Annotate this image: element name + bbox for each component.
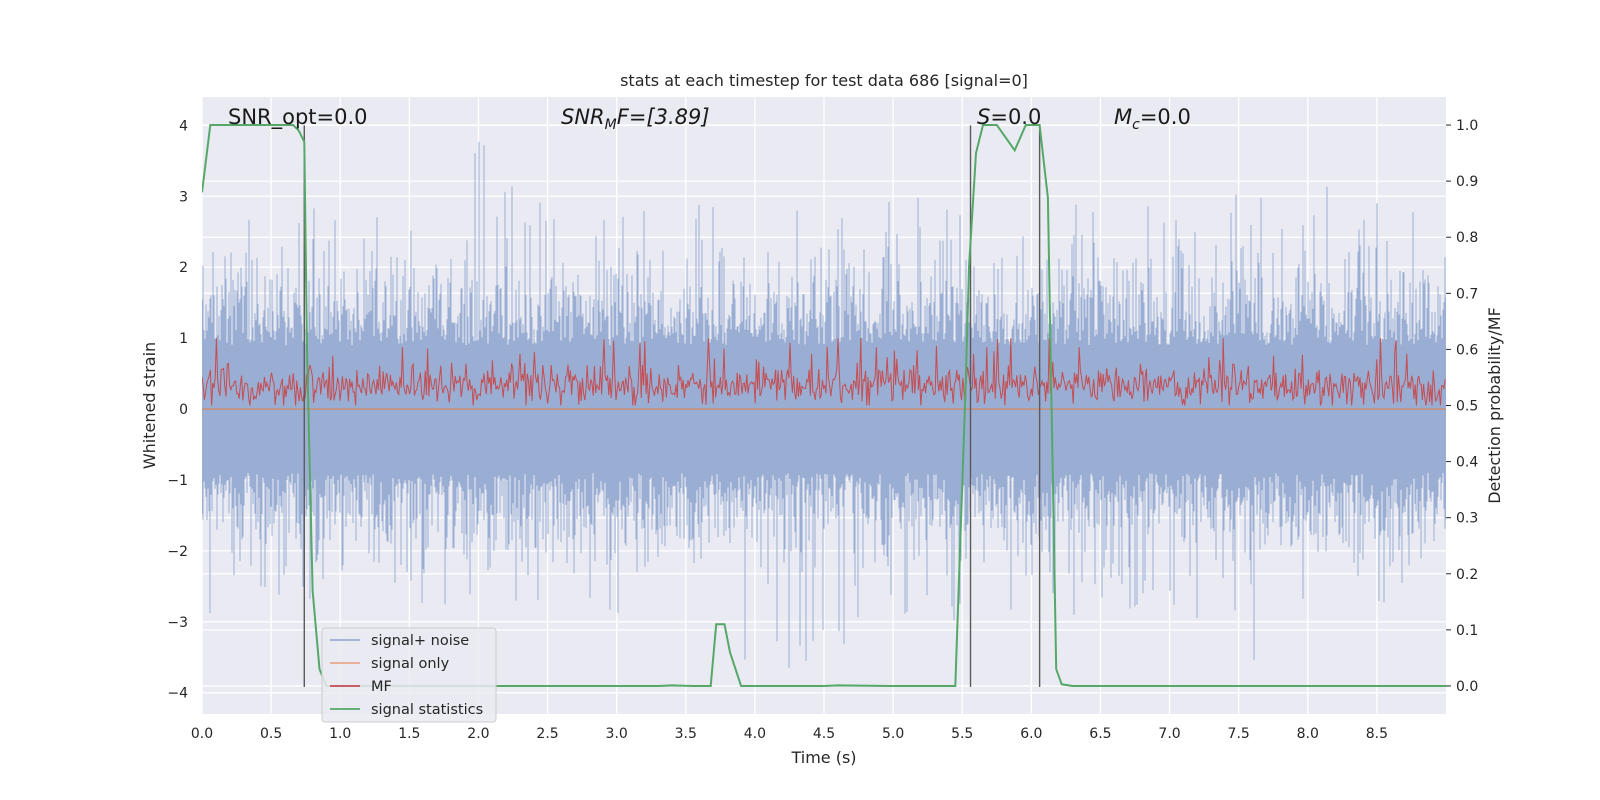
y2-tick-label: 0.1 [1456, 623, 1478, 639]
x-tick-label: 1.0 [329, 726, 351, 742]
x-tick-label: 3.0 [606, 726, 628, 742]
y-tick-label: 3 [179, 189, 188, 205]
series-signal-statistics-line [202, 124, 1446, 687]
x-tick-label: 4.0 [744, 726, 766, 742]
y2-tick-label: 0.7 [1456, 286, 1478, 302]
annotation-snr-mf: SNRMF=[3.89] [561, 105, 710, 133]
y-tick-label: −3 [167, 615, 188, 631]
x-tick-label: 8.5 [1366, 726, 1388, 742]
y2-tick-label: 0.6 [1456, 342, 1478, 358]
x-tick-label: 5.5 [951, 726, 973, 742]
y-tick-label: −1 [167, 473, 188, 489]
marker-lines [303, 125, 1041, 688]
y-tick-label: 1 [179, 331, 188, 347]
y2-axis-ticks: 0.0 0.1 0.2 0.3 0.4 0.5 0.6 0.7 0.8 0.9 1.0 [1446, 118, 1478, 695]
x-tick-label: 1.5 [398, 726, 420, 742]
legend-box [321, 627, 497, 723]
x-tick-label: 2.0 [467, 726, 489, 742]
y-tick-label: 0 [179, 402, 188, 418]
x-tick-label: 7.0 [1158, 726, 1180, 742]
legend-label-signal-noise: signal+ noise [371, 633, 469, 649]
x-tick-label: 6.0 [1020, 726, 1042, 742]
y-tick-label: −2 [167, 544, 188, 560]
y2-tick-label: 0.8 [1456, 230, 1478, 246]
annotation-mc: Mc=0.0 [1114, 105, 1191, 133]
x-tick-label: 0.5 [260, 726, 282, 742]
x-tick-label: 5.0 [882, 726, 904, 742]
x-tick-label: 4.5 [813, 726, 835, 742]
y2-tick-label: 0.0 [1456, 679, 1478, 695]
x-tick-label: 2.5 [536, 726, 558, 742]
x-tick-label: 0.0 [191, 726, 213, 742]
legend-label-mf: MF [371, 679, 392, 695]
y2-tick-label: 1.0 [1456, 118, 1478, 134]
y-tick-label: 4 [179, 118, 188, 134]
x-axis-ticks: 0.0 0.5 1.0 1.5 2.0 2.5 3.0 3.5 4.0 4.5 5.0 5.5 6.0 6… [191, 726, 1388, 742]
legend-label-signal-statistics: signal statistics [371, 702, 483, 718]
y2-axis-label: Detection probability/MF [1485, 307, 1504, 504]
annotation-s: S=0.0 [977, 105, 1041, 129]
y-axis-label: Whitened strain [140, 342, 159, 469]
plot-axes: 0.0 0.5 1.0 1.5 2.0 2.5 3.0 3.5 4.0 4.5 5.0 5.5 6.0 6… [140, 71, 1504, 767]
legend: signal+ noise signal only MF signal stat… [321, 627, 497, 723]
y2-tick-label: 0.4 [1456, 455, 1478, 471]
y2-tick-label: 0.2 [1456, 567, 1478, 583]
chart-title: stats at each timestep for test data 686… [620, 71, 1028, 90]
series-mf-line [202, 338, 1446, 406]
plot-series-area [202, 124, 1446, 688]
legend-label-signal-only: signal only [371, 656, 450, 672]
x-tick-label: 3.5 [675, 726, 697, 742]
x-tick-label: 6.5 [1089, 726, 1111, 742]
x-axis-label: Time (s) [790, 748, 856, 767]
y-tick-label: 2 [179, 260, 188, 276]
annotation-snr-opt: SNR_opt=0.0 [228, 105, 368, 130]
y2-tick-label: 0.5 [1456, 399, 1478, 415]
y-axis-ticks: −4 −3 −2 −1 0 1 2 3 4 [167, 118, 188, 701]
x-tick-label: 7.5 [1228, 726, 1250, 742]
y-tick-label: −4 [167, 686, 188, 702]
y2-tick-label: 0.9 [1456, 174, 1478, 190]
y2-tick-label: 0.3 [1456, 511, 1478, 527]
x-tick-label: 8.0 [1297, 726, 1319, 742]
